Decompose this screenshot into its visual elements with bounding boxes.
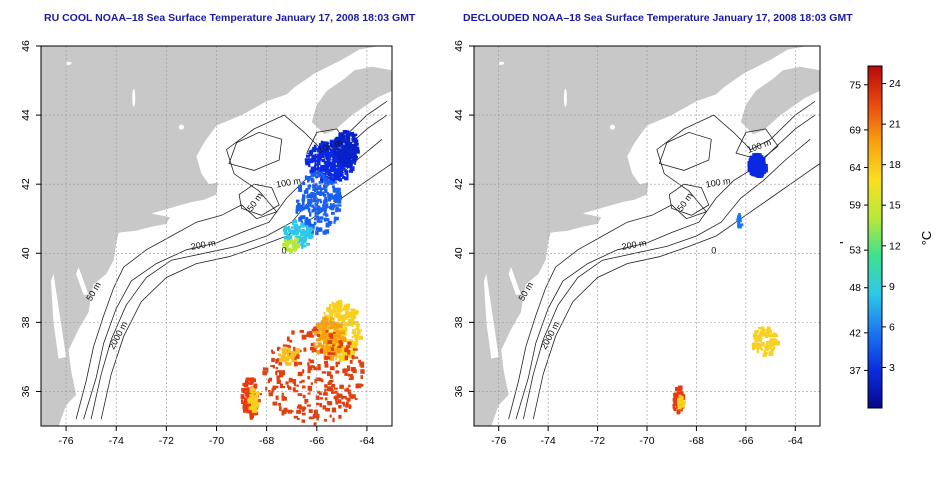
lon-tick-label: -72 (159, 435, 174, 447)
lon-tick-label: -66 (738, 435, 753, 447)
land-north-america (474, 46, 808, 426)
sst-mild-patch (282, 238, 301, 254)
lon-tick-label: -64 (359, 435, 374, 447)
lon-tick-label: -66 (309, 435, 324, 447)
map-title: DECLOUDED NOAA–18 Sea Surface Temperatur… (463, 12, 853, 24)
lat-tick-label: 46 (453, 40, 465, 52)
lon-tick-label: -76 (491, 435, 506, 447)
sst-warm-patch (247, 386, 260, 413)
lake (609, 124, 615, 130)
sst-warm-patch (278, 347, 301, 366)
gridlines (41, 46, 392, 426)
colorbar-gradient (867, 65, 883, 409)
lake (132, 88, 136, 107)
colorbar-c-label: 6 (889, 321, 895, 333)
lake (178, 124, 184, 130)
map-title: RU COOL NOAA–18 Sea Surface Temperature … (44, 12, 416, 24)
colorbar-c-label: 12 (889, 240, 901, 252)
contour-gulf-of-maine (658, 131, 712, 171)
land-nova-scotia (311, 66, 392, 135)
contour-georges-bank (238, 183, 280, 216)
colorbar-f-label: 53 (849, 245, 861, 257)
sst-cold-patch (747, 152, 768, 178)
land-north-america (41, 46, 380, 426)
lon-tick-label: -74 (541, 435, 556, 447)
colorbar-f-label: 75 (849, 79, 861, 91)
lon-tick-label: -68 (259, 435, 274, 447)
colorbar: 75 69 64 59 53 48 42 37 24 21 18 15 12 9 6 3 °F °C (840, 65, 934, 409)
contour-50m (75, 100, 388, 420)
contour-label: 100 m (275, 175, 301, 189)
contour-label: 100 m (705, 175, 731, 189)
contour-50m (508, 100, 816, 420)
colorbar-unit-f: °F (840, 236, 846, 249)
land-long-island (548, 217, 602, 234)
lon-tick-label: -70 (639, 435, 654, 447)
contour-gulf-of-maine (228, 131, 283, 171)
contour-2000m (532, 163, 820, 420)
colorbar-c-label: 15 (889, 200, 901, 212)
sst-cold-patch (332, 130, 360, 168)
bay (508, 267, 521, 295)
lat-tick-label: 38 (453, 316, 465, 328)
colorbar-c-label: 18 (889, 159, 901, 171)
lon-tick-label: -68 (689, 435, 704, 447)
sst-warm-patch (312, 316, 347, 361)
contour-label: 200 m (621, 238, 647, 252)
contour-200m (523, 138, 811, 420)
lat-tick-label: 40 (20, 247, 32, 259)
lon-tick-label: -70 (209, 435, 224, 447)
lon-tick-label: -72 (590, 435, 605, 447)
colorbar-f-label: 37 (849, 365, 861, 377)
colorbar-f-label: 59 (849, 200, 861, 212)
map-panel-declouded: DECLOUDED NOAA–18 Sea Surface Temperatur… (453, 0, 853, 475)
bay (51, 274, 67, 359)
colorbar-f-label: 69 (849, 124, 861, 136)
lat-tick-label: 40 (453, 247, 465, 259)
contour-georges-bank (668, 183, 710, 216)
contour-label: 0 (282, 245, 287, 255)
colorbar-c-label: 9 (889, 281, 895, 293)
lon-tick-label: -76 (58, 435, 73, 447)
bay (483, 274, 499, 359)
lon-tick-label: -64 (788, 435, 803, 447)
land-nova-scotia (740, 66, 820, 135)
map-panel-raw: RU COOL NOAA–18 Sea Surface Temperature … (0, 0, 470, 475)
contour-label: 0 (711, 245, 716, 255)
lat-tick-label: 46 (20, 40, 32, 52)
bay (76, 267, 89, 295)
lake (498, 61, 505, 65)
colorbar-c-label: 21 (889, 119, 901, 131)
colorbar-c-label: 3 (889, 362, 895, 374)
land-long-island (116, 217, 171, 234)
colorbar-f-label: 64 (849, 162, 861, 174)
sst-cool-patch (736, 213, 744, 229)
lat-tick-label: 36 (453, 385, 465, 397)
lake (65, 61, 72, 65)
lat-tick-label: 44 (453, 109, 465, 121)
colorbar-c-label: 24 (889, 78, 901, 90)
gridlines (474, 46, 820, 426)
colorbar-f-label: 48 (849, 282, 861, 294)
lat-tick-label: 44 (20, 109, 32, 121)
sst-warm-patch (751, 326, 781, 357)
lat-tick-label: 42 (20, 178, 32, 190)
lon-tick-label: -74 (109, 435, 124, 447)
lake (563, 88, 567, 107)
sst-warm-patch (677, 394, 686, 410)
lat-tick-label: 38 (20, 316, 32, 328)
contour-label: 200 m (190, 238, 216, 252)
colorbar-unit-c: °C (919, 231, 934, 246)
colorbar-f-label: 42 (849, 327, 861, 339)
lat-tick-label: 42 (453, 178, 465, 190)
lat-tick-label: 36 (20, 385, 32, 397)
